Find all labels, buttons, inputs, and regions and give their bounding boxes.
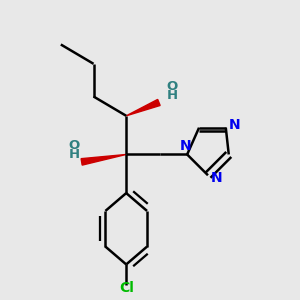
Text: N: N <box>211 171 222 185</box>
Text: H: H <box>69 148 80 161</box>
Text: Cl: Cl <box>119 281 134 295</box>
Text: O: O <box>69 139 80 152</box>
Text: H: H <box>167 88 178 101</box>
Polygon shape <box>126 99 160 116</box>
Text: N: N <box>180 139 191 153</box>
Text: N: N <box>228 118 240 132</box>
Text: O: O <box>167 80 178 93</box>
Polygon shape <box>81 154 126 165</box>
